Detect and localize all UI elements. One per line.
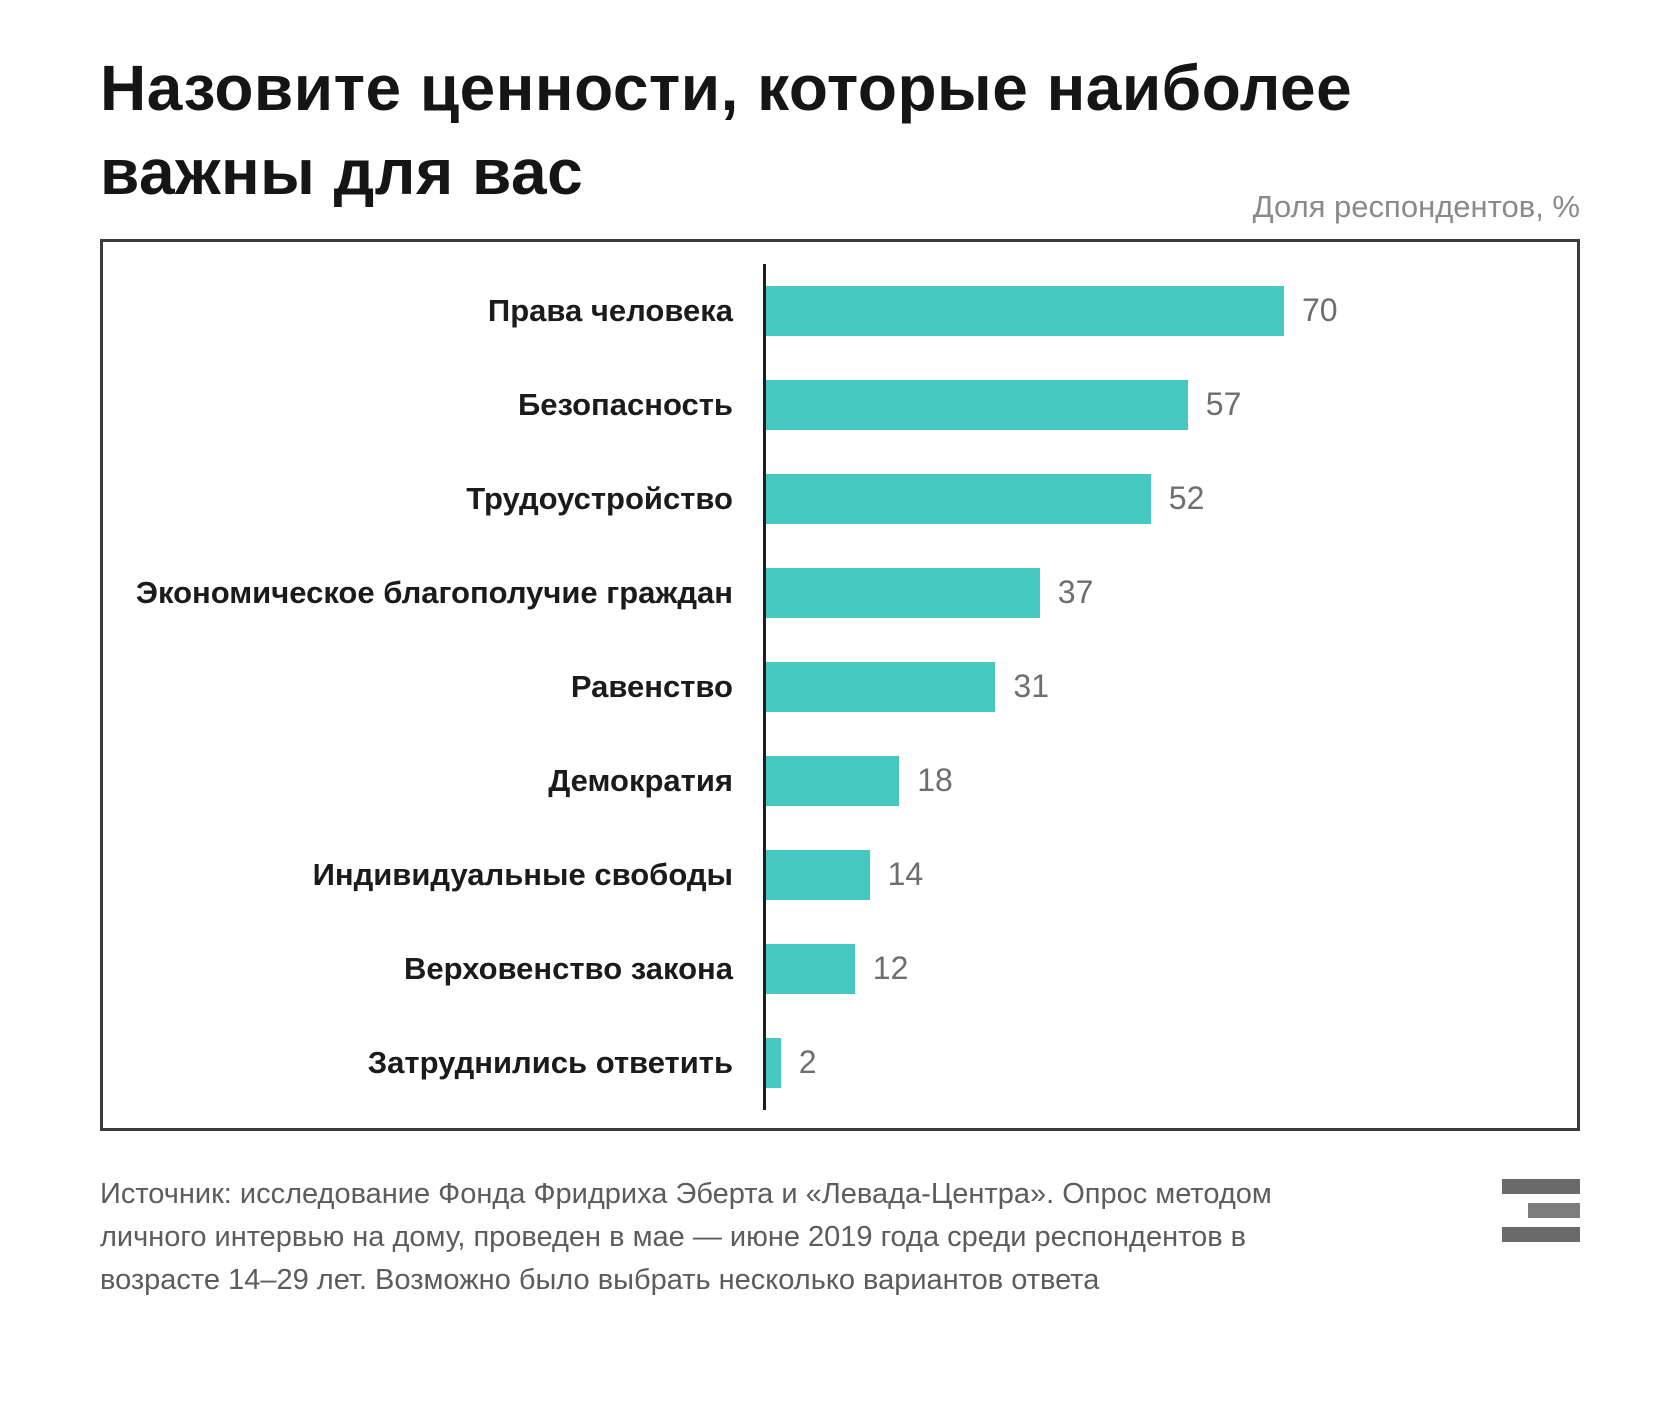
chart-row: Безопасность 57 <box>103 357 1577 452</box>
value-label: 18 <box>917 762 953 799</box>
value-label: 57 <box>1205 386 1242 423</box>
bar-track: 12 <box>763 921 1577 1016</box>
chart-row: Равенство 31 <box>103 639 1577 734</box>
category-label: Равенство <box>570 668 733 704</box>
chart-row: Права человека 70 <box>103 263 1577 358</box>
category-label: Экономическое благополучие граждан <box>135 574 733 610</box>
category-label: Безопасность <box>517 386 733 422</box>
bar <box>766 285 1284 336</box>
bar-chart: Права человека 70 Безопасность 57 Трудоустро… <box>100 238 1580 1131</box>
value-label: 52 <box>1168 480 1205 517</box>
category-label: Затруднились ответить <box>367 1044 733 1080</box>
category-label: Демократия <box>548 762 733 798</box>
chart-row: Демократия 18 <box>103 733 1577 828</box>
bar-track: 57 <box>763 357 1577 452</box>
bar <box>766 567 1040 618</box>
bar-track: 37 <box>763 545 1577 640</box>
chart-row: Верховенство закона 12 <box>103 921 1577 1016</box>
category-label: Трудоустройство <box>466 480 733 516</box>
bar <box>766 849 870 900</box>
bar-track: 2 <box>763 1015 1577 1110</box>
chart-row: Трудоустройство 52 <box>103 451 1577 546</box>
value-label: 37 <box>1057 574 1094 611</box>
chart-rows: Права человека 70 Безопасность 57 Трудоустро… <box>103 263 1577 1110</box>
bar <box>766 1037 781 1088</box>
logo-bar-bottom <box>1502 1226 1580 1242</box>
bar-track: 31 <box>763 639 1577 734</box>
source-note: Источник: исследование Фонда Фридриха Эб… <box>100 1177 1272 1296</box>
bar <box>766 379 1188 430</box>
bar-track: 18 <box>763 733 1577 828</box>
value-label: 12 <box>872 950 909 987</box>
value-label: 70 <box>1302 292 1338 329</box>
value-label: 14 <box>887 856 924 893</box>
footer: Источник: исследование Фонда Фридриха Эб… <box>100 1173 1580 1302</box>
logo-bar-middle <box>1528 1202 1580 1218</box>
category-label: Права человека <box>487 292 733 328</box>
bar-track: 70 <box>763 263 1577 358</box>
bar <box>766 661 996 712</box>
three-bars-logo-icon <box>1502 1178 1580 1242</box>
chart-row: Экономическое благополучие граждан 37 <box>103 545 1577 640</box>
bar <box>766 755 900 806</box>
bar <box>766 943 855 994</box>
category-label: Верховенство закона <box>403 950 733 986</box>
chart-row: Индивидуальные свободы 14 <box>103 827 1577 922</box>
bar-track: 14 <box>763 827 1577 922</box>
chart-title: Назовите ценности, которые наиболее важн… <box>100 52 1353 209</box>
chart-row: Затруднились ответить 2 <box>103 1015 1577 1110</box>
logo-bar-top <box>1502 1178 1580 1194</box>
bar-track: 52 <box>763 451 1577 546</box>
bar <box>766 473 1151 524</box>
value-label: 2 <box>798 1044 817 1081</box>
category-label: Индивидуальные свободы <box>312 856 733 892</box>
chart-unit-label: Доля респондентов, % <box>1252 188 1580 224</box>
value-label: 31 <box>1013 668 1049 705</box>
